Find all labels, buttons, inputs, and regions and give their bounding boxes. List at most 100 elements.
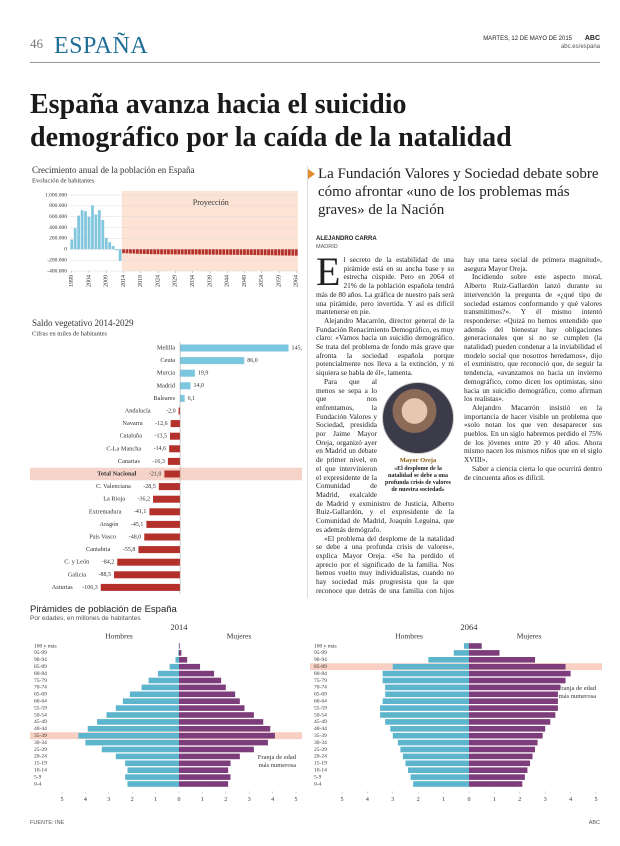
bar [169,445,181,453]
paragraph: «El problema del desplome de la natalida… [316,256,602,595]
bullet [308,169,315,179]
paragraph: Alejandro Macarrón, director general de … [316,315,454,378]
category-label: Baleares [153,395,175,402]
x-tick-label: 2049 [242,275,248,287]
age-label: 45-49 [34,719,47,725]
bar [170,420,181,428]
age-label: 55-59 [314,705,327,711]
bar-female [179,698,240,704]
bar-male [413,781,469,787]
bar-female [179,684,226,691]
age-label: 35-39 [314,733,327,739]
age-label: 30-34 [314,740,327,746]
bar [263,249,267,256]
y-tick-label: -200.000 [47,257,67,263]
bar [187,249,191,255]
bar-male [382,670,469,677]
portrait [382,381,454,454]
x-tick-label: 2 [131,797,134,803]
age-label: 75-79 [34,678,47,684]
age-label: 30-34 [34,740,47,746]
bar-female [179,746,254,753]
bar [111,246,115,250]
category-label: La Rioja [103,496,125,503]
bar-female [179,760,231,767]
x-tick-label: 2009 [104,275,110,287]
bar-female [179,691,236,698]
bar-male [106,712,179,718]
bar [139,249,143,254]
x-tick-label: 1 [154,797,157,803]
bar-male [382,677,469,684]
bar [117,558,181,566]
x-tick-label: 4 [271,797,274,803]
age-label: 100 y más [314,643,337,649]
age-label: 50-54 [34,712,47,718]
growth-chart: Crecimiento anual de la población en Esp… [32,165,300,287]
bar [191,249,195,255]
x-tick-label: 1999 [69,275,75,287]
age-label: 70-74 [314,685,327,691]
paragraph: El secreto de la estabilidad de una pirá… [316,256,454,317]
bar-male [148,677,179,684]
bar [281,249,284,256]
bar-male [400,746,469,753]
bar [158,483,181,491]
bar [125,249,129,254]
chart-title: 2064 [461,622,479,632]
value-label: 86,0 [247,358,258,364]
chart-title: Saldo vegetativo 2014-2029 [32,318,134,328]
bar-female [469,705,558,711]
bar [122,249,125,254]
bar [118,249,122,261]
bar-female [179,753,240,760]
bar [94,214,98,250]
category-label: Canarias [118,458,141,465]
bar-female [179,767,229,773]
category-label: C. y León [64,559,90,566]
bar [100,583,181,591]
bar [153,249,157,255]
bar [180,344,289,352]
bar-female [179,663,201,670]
x-tick-label: 2024 [155,275,161,287]
bar [239,249,243,255]
age-label: 65-69 [34,692,47,698]
bar-female [469,781,523,787]
pyramids-title: Pirámides de población de España [30,604,177,615]
value-label: -13,5 [155,434,168,440]
bar [167,457,181,465]
bar-female [179,657,188,663]
x-tick-label: 2059 [276,275,282,287]
bar-male [397,739,469,746]
page-number: 46 [30,36,43,51]
x-tick-label: 1 [493,797,496,803]
value-label: 19,9 [198,371,209,377]
chart-subtitle: Evolución de habitantes [32,177,95,184]
bar [291,249,295,256]
bar [101,219,105,250]
category-label: Cataluña [120,433,143,440]
bar [211,249,215,255]
value-label: -41,1 [134,509,147,515]
bar-male [392,663,469,670]
x-tick-label: 5 [61,797,64,803]
category-label: Total Nacional [97,470,136,477]
y-tick-label: 1.000.000 [45,192,67,198]
age-label: 5-9 [314,774,322,780]
category-label: Aragón [100,521,120,528]
age-label: 60-64 [34,698,47,704]
bar [135,249,139,254]
source: FUENTE: INE [30,820,65,826]
x-tick-label: 3 [107,797,110,803]
bar-male [85,739,179,746]
bar-male [101,746,179,753]
age-label: 80-84 [314,671,327,677]
bar-male [125,774,179,780]
bar-male [175,657,179,663]
bar [77,215,81,250]
age-label: 25-29 [34,747,47,753]
value-label: -16,3 [152,459,165,465]
bar-female [179,712,254,718]
